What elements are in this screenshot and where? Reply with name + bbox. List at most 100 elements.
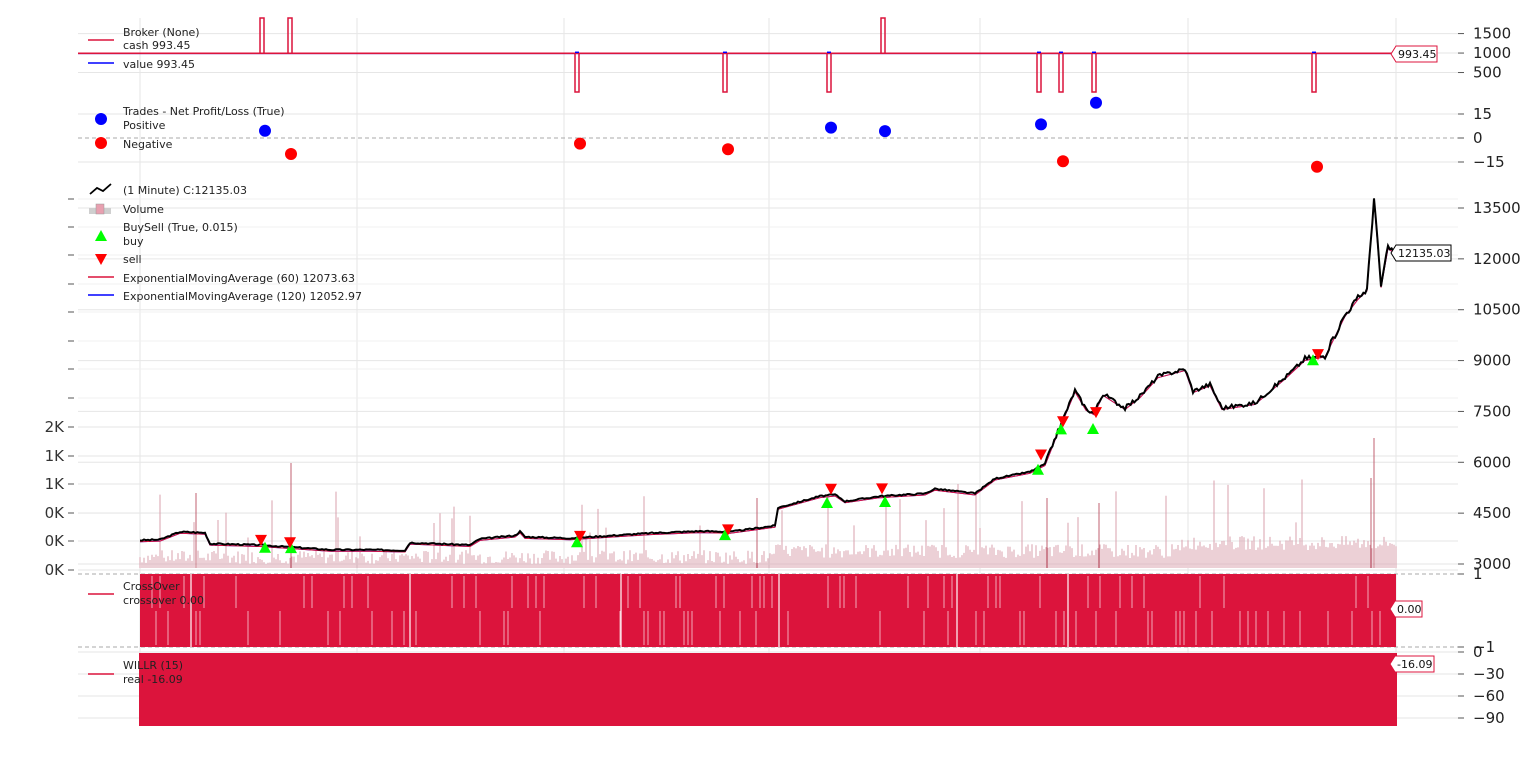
trades-legend-title: Trades - Net Profit/Loss (True) (122, 105, 285, 118)
crossover-legend-title: CrossOver (123, 580, 180, 593)
price-legend-buysell: BuySell (True, 0.015) (123, 221, 238, 234)
sell-marker-6 (1035, 449, 1047, 461)
broker-cash-spike-down-4 (1058, 53, 1064, 93)
price-tick-label-3: 9000 (1473, 352, 1511, 370)
broker-tick-label-2: 500 (1473, 64, 1502, 82)
price-tick-label-2: 10500 (1473, 301, 1521, 319)
sell-marker-3 (722, 524, 734, 536)
price-legend-volume: Volume (123, 203, 164, 216)
volume-tick-label-3: 0K (45, 504, 66, 522)
crossover-last-value-tag-box (1389, 600, 1423, 618)
price-tick-label-4: 7500 (1473, 402, 1511, 420)
price-legend-sell: sell (123, 253, 142, 266)
price-tick-label-6: 4500 (1473, 504, 1511, 522)
crossover-tick-label-0: 1 (1473, 565, 1483, 583)
sell-marker-8 (1090, 407, 1102, 419)
value-tag-layer: 993.45 12135.03 0.00 -16.09 (1389, 45, 1452, 673)
volume-tick-label-2: 1K (45, 475, 66, 493)
willr-last-value-tag-box (1389, 655, 1435, 673)
sell-marker-7 (1057, 416, 1069, 428)
buy-marker-3 (719, 529, 731, 541)
legend-volume-swatch (95, 203, 105, 215)
willr-legend-series: real -16.09 (123, 673, 183, 686)
broker-tick-label-1: 1000 (1473, 44, 1511, 62)
trade-negative-point-4 (1311, 160, 1323, 173)
trade-positive-point-1 (825, 121, 837, 134)
sell-marker-1 (284, 537, 296, 549)
trade-positive-point-3 (1035, 118, 1047, 131)
buy-marker-2 (571, 536, 583, 548)
trade-negative-point-0 (285, 148, 297, 160)
broker-cash-spike-up-1 (287, 17, 293, 54)
trade-negative-point-1 (574, 137, 586, 150)
broker-cash-spike-down-5 (1091, 53, 1097, 93)
close-price-line (139, 198, 1398, 552)
trades-legend-negative: Negative (123, 138, 173, 151)
willr-tick-label-2: −60 (1473, 687, 1505, 705)
price-tick-label-5: 6000 (1473, 453, 1511, 471)
willr-legend-title: WILLR (15) (123, 659, 183, 672)
price-last-value-tag: 12135.03 (1398, 247, 1451, 260)
crossover-tick-label-1: −1 (1473, 638, 1495, 656)
trade-negative-point-2 (722, 143, 734, 156)
broker-cash-spike-down-0 (574, 53, 580, 93)
price-legend-ema60: ExponentialMovingAverage (60) 12073.63 (123, 272, 355, 285)
indicator-fill-layer (139, 574, 1397, 726)
volume-tick-label-5: 0K (45, 561, 66, 579)
legend-layer: Broker (None)cash 993.45 value 993.45 Trad… (88, 26, 362, 686)
willr-tick-label-1: −30 (1473, 665, 1505, 683)
broker-cash-spike-down-3 (1036, 53, 1042, 93)
buy-marker-4 (821, 496, 833, 508)
buy-marker-9 (1307, 354, 1319, 366)
broker-last-value-tag: 993.45 (1398, 48, 1437, 61)
volume-layer (139, 438, 1397, 568)
willr-fill (139, 653, 1397, 726)
price-last-value-tag-box (1390, 244, 1452, 262)
willr-last-value-tag: -16.09 (1397, 658, 1432, 671)
trade-positive-point-2 (879, 125, 891, 138)
sell-marker-0 (255, 534, 267, 546)
broker-legend-cash: cash 993.45 (123, 39, 190, 52)
crossover-last-value-tag: 0.00 (1397, 603, 1422, 616)
sell-marker-4 (825, 483, 837, 495)
willr-tick-label-3: −90 (1473, 709, 1505, 727)
buy-marker-6 (1032, 463, 1044, 475)
crossover-legend-series: crossover 0.00 (123, 594, 204, 607)
willr-tick-label-0: 0 (1473, 643, 1483, 661)
broker-cash-spike-down-6 (1311, 53, 1317, 93)
trade-negative-point-3 (1057, 155, 1069, 168)
price-legend-ema120: ExponentialMovingAverage (120) 12052.97 (123, 290, 362, 303)
buy-marker-8 (1087, 423, 1099, 435)
trade-positive-point-4 (1090, 96, 1102, 109)
sell-marker-9 (1312, 349, 1324, 361)
crossover-fill (140, 574, 1396, 647)
trades-tick-label-0: 15 (1473, 105, 1492, 123)
sell-marker-2 (574, 530, 586, 542)
volume-tick-label-4: 0K (45, 532, 66, 550)
broker-cash-spike-down-2 (826, 53, 832, 93)
trade-positive-point-0 (259, 124, 271, 137)
broker-cash-spike-down-1 (722, 53, 728, 93)
legend-positive-swatch (95, 113, 107, 125)
broker-last-value-tag-box (1390, 45, 1438, 63)
legend-close-swatch (89, 183, 112, 195)
trades-legend-positive: Positive (123, 119, 166, 132)
broker-tick-label-0: 1500 (1473, 25, 1511, 43)
price-tick-label-0: 13500 (1473, 199, 1521, 217)
price-legend-buy: buy (123, 235, 144, 248)
buy-marker-1 (285, 542, 297, 554)
sell-marker-5 (876, 483, 888, 495)
broker-legend-title: Broker (None) (123, 26, 200, 39)
buy-marker-7 (1055, 423, 1067, 435)
volume-tick-label-0: 2K (45, 418, 66, 436)
trades-tick-label-2: −15 (1473, 153, 1505, 171)
buy-marker-5 (879, 495, 891, 507)
legend-negative-swatch (95, 137, 107, 149)
legend-sell-swatch (95, 254, 107, 265)
price-tick-label-7: 3000 (1473, 555, 1511, 573)
buy-marker-0 (259, 541, 271, 553)
marker-layer (255, 96, 1324, 554)
